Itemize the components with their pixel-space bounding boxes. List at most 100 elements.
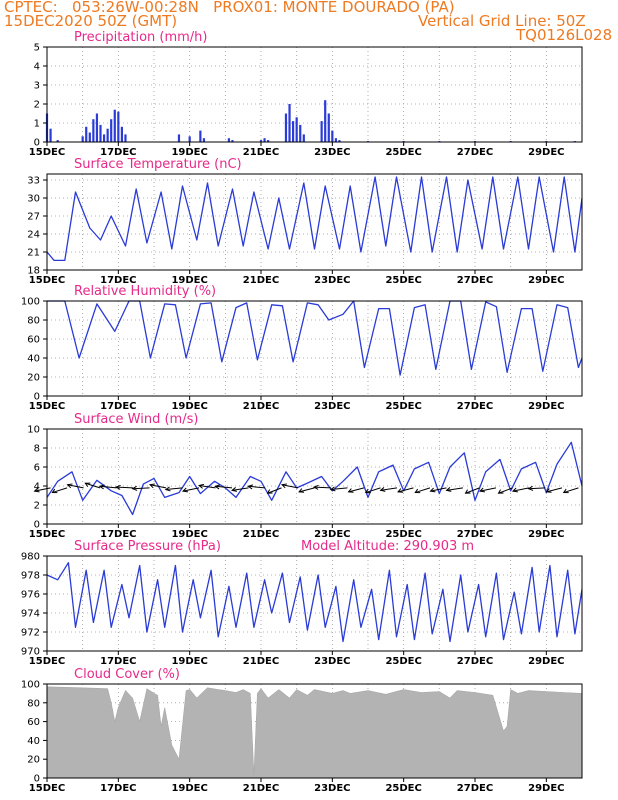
temp-xtick-label: 21DEC xyxy=(243,275,279,286)
wind-arrow-head xyxy=(429,487,436,493)
cloud-ytick-label: 40 xyxy=(27,736,40,747)
wind-arrow-head xyxy=(414,488,421,494)
pres-ytick-label: 972 xyxy=(21,628,40,639)
rh-ytick-label: 20 xyxy=(27,373,40,384)
temp-xtick-label: 27DEC xyxy=(457,275,493,286)
precip-xtick-label: 25DEC xyxy=(385,147,421,158)
precip-xtick-label: 17DEC xyxy=(100,147,136,158)
header-date: 15DEC2020 50Z (GMT) xyxy=(4,12,178,30)
pres-xtick-label: 25DEC xyxy=(385,656,421,667)
precip-bar xyxy=(49,128,52,142)
wind-arrow xyxy=(248,485,266,489)
precip-bar xyxy=(124,134,127,142)
precip-xtick-label: 23DEC xyxy=(314,147,350,158)
cloud-xtick-label: 21DEC xyxy=(243,783,279,794)
wind-arrow-head xyxy=(164,486,171,492)
pres-xtick-label: 17DEC xyxy=(100,656,136,667)
temp-xtick-label: 23DEC xyxy=(314,275,350,286)
precip-frame xyxy=(46,46,583,143)
cloud-xtick-label: 15DEC xyxy=(29,783,65,794)
wind-xtick-label: 25DEC xyxy=(385,529,421,540)
pres-annotation: Model Altitude: 290.903 m xyxy=(301,539,474,554)
wind-arrow-head xyxy=(347,488,354,493)
temp-ytick-label: 21 xyxy=(27,248,40,259)
precip-bar xyxy=(102,134,106,142)
wind-ytick-label: 2 xyxy=(34,501,40,512)
precip-bar xyxy=(231,140,234,142)
temp-ytick-label: 30 xyxy=(27,194,40,205)
rh-ytick-label: 80 xyxy=(27,316,40,327)
precip-bar xyxy=(324,100,327,142)
cloud-xtick-label: 17DEC xyxy=(100,783,136,794)
precip-bar xyxy=(259,140,263,142)
wind-arrow-head xyxy=(364,488,371,494)
precip-bar xyxy=(334,138,337,142)
rh-xtick-label: 27DEC xyxy=(457,401,493,412)
wind-ytick-label: 10 xyxy=(27,425,40,436)
temp-xtick-label: 25DEC xyxy=(385,275,421,286)
cloud-ytick-label: 0 xyxy=(34,774,40,785)
cloud-xtick-label: 19DEC xyxy=(171,783,207,794)
wind-arrow xyxy=(330,487,348,491)
pres-ytick-label: 976 xyxy=(21,590,40,601)
wind-ytick-label: 8 xyxy=(34,444,40,455)
wind-ytick-label: 6 xyxy=(34,463,40,474)
wind-arrow xyxy=(546,487,563,493)
wind-arrow xyxy=(512,487,530,492)
temp-ytick-label: 18 xyxy=(27,266,40,277)
rh-ytick-label: 60 xyxy=(27,335,40,346)
pres-ytick-label: 970 xyxy=(21,647,40,658)
precip-bar xyxy=(120,126,123,142)
precip-bar xyxy=(295,117,298,142)
rh-ytick-label: 0 xyxy=(34,392,40,403)
wind-arrow xyxy=(85,482,101,489)
precip-bar xyxy=(284,113,288,142)
cloud-xtick-label: 29DEC xyxy=(528,783,564,794)
temp-panel: 18 21 24 27 30 33 15DEC 17DEC 19DEC 21DEC 23DEC 25D… xyxy=(27,157,583,286)
precip-bar xyxy=(331,130,334,142)
temp-xtick-label: 17DEC xyxy=(100,275,136,286)
wind-arrow xyxy=(365,487,381,494)
wind-arrow xyxy=(430,487,447,492)
temp-ytick-label: 33 xyxy=(27,176,40,187)
rh-panel: 0 20 40 60 80 100 15DEC 17DEC 19DEC 21DEC 23DEC 25D… xyxy=(21,284,583,412)
wind-arrow-head xyxy=(114,484,121,490)
wind-arrow-head xyxy=(131,485,138,491)
wind-title: Surface Wind (m/s) xyxy=(74,412,198,427)
wind-arrow-head xyxy=(181,487,189,493)
precip-xtick-label: 19DEC xyxy=(171,147,207,158)
precip-bar xyxy=(263,138,266,142)
temp-xtick-label: 29DEC xyxy=(528,275,564,286)
wind-arrow xyxy=(446,487,464,491)
precip-bar xyxy=(177,134,181,142)
precip-ytick-label: 5 xyxy=(34,43,40,54)
wind-arrow-head xyxy=(66,483,73,489)
wind-arrow-head xyxy=(198,483,205,489)
wind-arrow xyxy=(99,485,117,489)
rh-ytick-label: 40 xyxy=(27,354,40,365)
cloud-ytick-label: 100 xyxy=(21,680,40,691)
precip-ytick-label: 1 xyxy=(34,119,40,130)
rh-xtick-label: 21DEC xyxy=(243,401,279,412)
header-code: TQ0126L028 xyxy=(516,26,613,44)
temp-frame xyxy=(46,173,583,271)
precip-xtick-label: 15DEC xyxy=(29,147,65,158)
precip-bar xyxy=(202,138,206,142)
rh-xtick-label: 19DEC xyxy=(171,401,207,412)
wind-arrow-head xyxy=(266,489,273,494)
wind-arrow xyxy=(479,487,497,492)
pres-panel: 970 972 974 976 978 980 15DEC 17DEC 19DEC 21DEC 23… xyxy=(21,539,583,667)
wind-ytick-label: 4 xyxy=(34,482,40,493)
cloud-title: Cloud Cover (%) xyxy=(74,667,180,682)
wind-xtick-label: 17DEC xyxy=(100,529,136,540)
wind-arrow xyxy=(67,484,84,489)
rh-xtick-label: 29DEC xyxy=(528,401,564,412)
precip-bar xyxy=(56,140,59,142)
wind-arrow xyxy=(397,487,414,493)
temp-xtick-label: 19DEC xyxy=(171,275,207,286)
wind-arrow-head xyxy=(545,488,552,493)
rh-xtick-label: 15DEC xyxy=(29,401,65,412)
wind-arrow xyxy=(348,487,365,493)
rh-frame xyxy=(46,300,583,397)
